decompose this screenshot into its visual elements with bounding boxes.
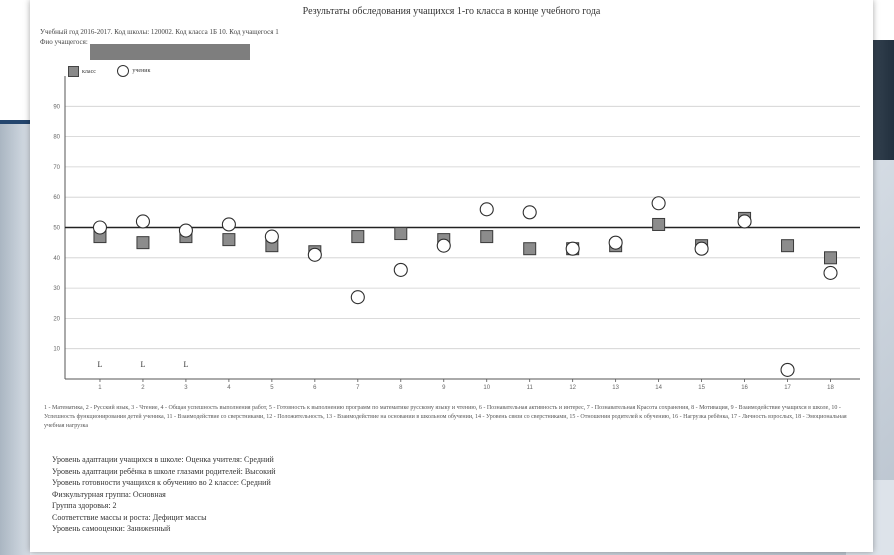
class-square-point bbox=[480, 230, 494, 244]
student-circle-point bbox=[92, 220, 108, 235]
x-tick-label: 2 bbox=[141, 385, 145, 391]
class-square-point bbox=[351, 230, 365, 244]
class-square-point bbox=[136, 236, 150, 250]
summary-block: Уровень адаптации учащихся в школе: Оцен… bbox=[52, 454, 276, 535]
legend-item-class: класс bbox=[68, 66, 96, 77]
y-tick-label: 30 bbox=[53, 286, 60, 292]
summary-line-self-esteem: Уровень самооценки: Заниженный bbox=[52, 524, 171, 533]
class-square-point bbox=[824, 251, 838, 265]
summary-line-teacher: Уровень адаптации учащихся в школе: Оцен… bbox=[52, 455, 274, 464]
y-tick-label: 60 bbox=[53, 195, 60, 201]
x-tick-label: 11 bbox=[527, 385, 534, 391]
student-circle-point bbox=[135, 214, 150, 229]
student-circle-point bbox=[737, 214, 752, 229]
y-tick-label: 20 bbox=[53, 316, 60, 322]
summary-line-body-mass: Соответствие массы и роста: Дефицит масс… bbox=[52, 512, 207, 522]
student-circle-point bbox=[264, 229, 279, 244]
y-tick-label: 80 bbox=[53, 135, 60, 141]
x-tick-label: 12 bbox=[569, 385, 576, 391]
student-circle-point bbox=[823, 265, 838, 281]
class-square-point bbox=[222, 233, 236, 247]
student-name-label: Фио учащегося: bbox=[40, 38, 88, 46]
summary-line-pe-group: Физкультурная группа: Основная bbox=[52, 489, 166, 499]
chart-legend: класс ученик bbox=[68, 65, 170, 79]
x-tick-label: 13 bbox=[612, 385, 619, 391]
x-tick-label: 17 bbox=[784, 385, 791, 391]
class-square-point bbox=[652, 217, 666, 231]
low-level-marker: L bbox=[183, 360, 188, 369]
report-title: Результаты обследования учащихся 1-го кл… bbox=[302, 6, 601, 17]
x-tick-label: 8 bbox=[399, 385, 403, 391]
report-meta-line: Учебный год 2016-2017. Код школы: 120002… bbox=[40, 28, 279, 36]
low-level-marker: L bbox=[98, 360, 103, 369]
x-tick-label: 6 bbox=[313, 385, 317, 391]
summary-line-parents: Уровень адаптации ребёнка в школе глазам… bbox=[52, 466, 276, 476]
x-tick-label: 14 bbox=[655, 385, 662, 391]
category-footnote: 1 - Математика, 2 - Русский язык, 3 - Чт… bbox=[44, 405, 847, 429]
x-tick-label: 18 bbox=[827, 385, 834, 391]
legend-label-student: ученик bbox=[132, 68, 151, 74]
y-tick-label: 40 bbox=[53, 256, 60, 262]
x-tick-label: 15 bbox=[698, 385, 705, 391]
report-sheet: Результаты обследования учащихся 1-го кл… bbox=[30, 0, 873, 552]
student-circle-point bbox=[307, 247, 322, 262]
circle-marker-icon bbox=[117, 65, 130, 77]
x-tick-label: 5 bbox=[270, 385, 274, 391]
x-tick-label: 7 bbox=[356, 385, 360, 391]
y-tick-label: 50 bbox=[53, 226, 60, 232]
student-circle-point bbox=[479, 202, 494, 217]
square-marker-icon bbox=[68, 66, 79, 77]
x-tick-label: 16 bbox=[741, 385, 748, 391]
summary-line-health-group: Группа здоровья: 2 bbox=[52, 501, 117, 510]
student-circle-point bbox=[436, 238, 451, 253]
y-tick-label: 70 bbox=[53, 165, 60, 171]
student-circle-point bbox=[350, 290, 365, 305]
x-tick-label: 4 bbox=[227, 385, 231, 391]
student-circle-point bbox=[393, 262, 408, 277]
redacted-name-box bbox=[90, 44, 250, 60]
student-circle-point bbox=[780, 362, 795, 377]
class-square-point bbox=[781, 239, 795, 253]
student-circle-point bbox=[221, 217, 236, 232]
y-tick-label: 90 bbox=[53, 104, 60, 110]
low-level-marker: L bbox=[141, 360, 146, 369]
legend-item-student: ученик bbox=[117, 65, 150, 77]
legend-label-class: класс bbox=[82, 68, 96, 75]
student-circle-point bbox=[565, 241, 580, 256]
student-circle-point bbox=[522, 205, 537, 220]
student-circle-point bbox=[608, 235, 623, 250]
x-tick-label: 9 bbox=[442, 385, 446, 391]
student-circle-point bbox=[651, 196, 666, 211]
x-tick-label: 3 bbox=[184, 385, 188, 391]
class-square-point bbox=[394, 227, 408, 241]
x-tick-label: 1 bbox=[98, 385, 102, 391]
summary-line-readiness: Уровень готовности учащихся к обучению в… bbox=[52, 478, 271, 487]
student-circle-point bbox=[694, 241, 709, 256]
student-circle-point bbox=[178, 223, 193, 238]
background-left-panel bbox=[0, 124, 30, 555]
y-tick-label: 10 bbox=[53, 347, 60, 353]
class-square-point bbox=[523, 242, 537, 256]
x-tick-label: 10 bbox=[483, 385, 490, 391]
